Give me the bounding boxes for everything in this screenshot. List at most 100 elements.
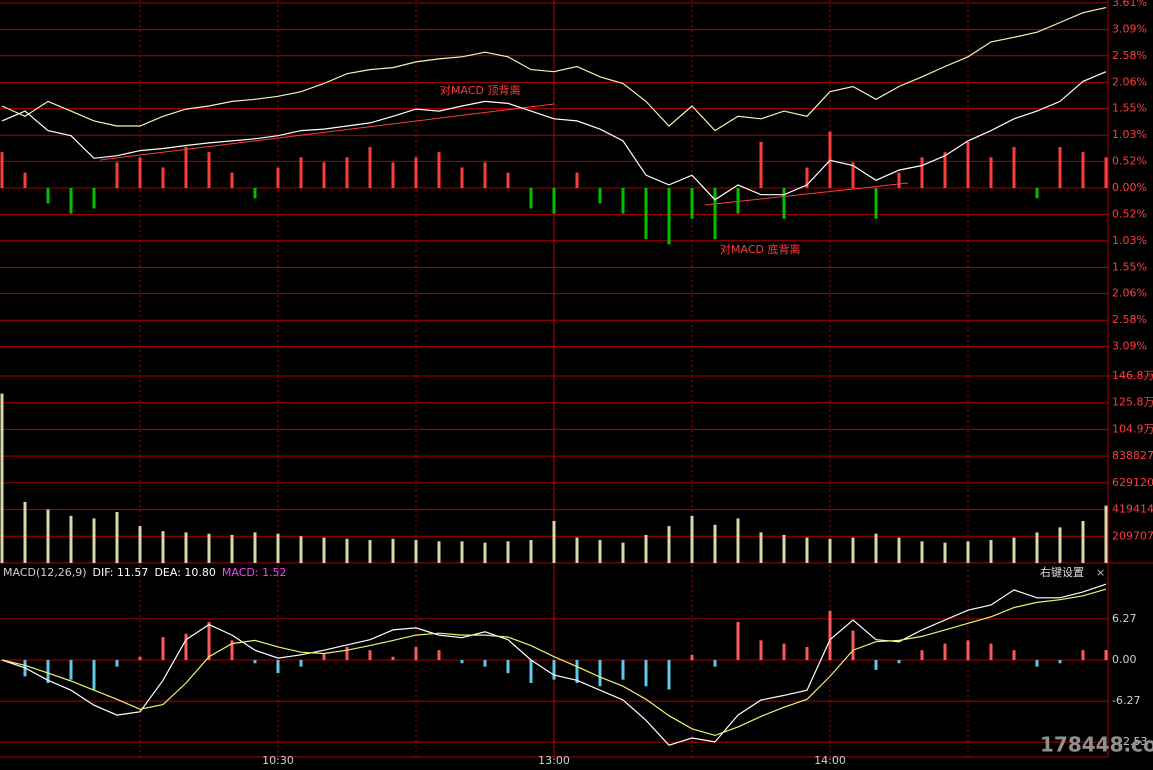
legend-entry: MACD: 1.52 [222, 566, 287, 579]
bar [414, 157, 418, 188]
line [1, 588, 1107, 737]
bar [414, 540, 418, 563]
bar [943, 542, 947, 563]
bar [345, 157, 349, 188]
legend-entry: DEA: 10.80 [154, 566, 215, 579]
bar [299, 536, 303, 563]
bar [483, 660, 487, 667]
legend-entry: MACD(12,26,9) [3, 566, 87, 579]
bar [92, 188, 96, 209]
bar [805, 167, 809, 188]
bar [897, 660, 901, 664]
bar [1012, 650, 1016, 661]
bar [667, 188, 671, 245]
bar [184, 633, 188, 661]
annotation: 对MACD 底背离 [720, 242, 800, 256]
y-tick-label: 125.8万 [1112, 396, 1153, 409]
bar [920, 541, 924, 563]
bar [207, 622, 211, 661]
bar [230, 640, 234, 661]
y-tick-label: 0.52% [1112, 154, 1147, 167]
bar [598, 188, 602, 204]
bar [621, 660, 625, 680]
bar [782, 188, 786, 219]
bar [1104, 157, 1108, 188]
bar [1035, 660, 1039, 667]
bar [529, 660, 533, 683]
bar [460, 660, 464, 664]
bar [322, 537, 326, 563]
bar [138, 526, 142, 563]
bar [966, 640, 970, 661]
divergence-arrow [99, 103, 555, 161]
bar [782, 534, 786, 563]
bar [1035, 532, 1039, 563]
bar [391, 162, 395, 188]
bar [437, 650, 441, 661]
bar [322, 653, 326, 661]
y-tick-label: -6.27 [1112, 694, 1140, 707]
y-tick-label: 838827 [1112, 449, 1153, 462]
bar [276, 660, 280, 674]
bar [552, 188, 556, 214]
x-tick-label: 10:30 [262, 754, 294, 767]
bar [805, 537, 809, 563]
bar [322, 162, 326, 188]
y-tick-label: 146.8万 [1112, 369, 1153, 382]
bar [989, 643, 993, 661]
bar [736, 622, 740, 661]
bar [920, 650, 924, 661]
bar [161, 637, 165, 661]
bar [713, 188, 717, 240]
bar [69, 515, 73, 563]
bar [1104, 650, 1108, 661]
bar [644, 660, 648, 687]
bar [69, 660, 73, 680]
bar [713, 524, 717, 563]
bar [1058, 147, 1062, 188]
y-tick-label: 3.61% [1112, 0, 1147, 9]
bar [138, 157, 142, 188]
bar [506, 541, 510, 563]
y-tick-label: 1.55% [1112, 102, 1147, 115]
y-tick-label: 104.9万 [1112, 422, 1153, 435]
bar [736, 518, 740, 563]
bar [874, 188, 878, 219]
y-tick-label: 419414 [1112, 503, 1153, 516]
bar [92, 518, 96, 563]
bar [506, 172, 510, 188]
bar [897, 537, 901, 563]
bar [483, 162, 487, 188]
bar [598, 660, 602, 687]
bar [575, 660, 579, 683]
bar [23, 501, 27, 563]
bar [207, 152, 211, 188]
y-tick-label: 0.00% [1112, 181, 1147, 194]
bar [851, 162, 855, 188]
y-tick-label: 2.58% [1112, 49, 1147, 62]
y-tick-label: 1.03% [1112, 234, 1147, 247]
bar [874, 660, 878, 670]
bar [345, 538, 349, 563]
bar [368, 650, 372, 661]
bar [989, 540, 993, 563]
settings-label[interactable]: 右键设置 [1040, 565, 1084, 579]
bar [1012, 537, 1016, 563]
bar [0, 152, 4, 188]
bar [46, 509, 50, 563]
watermark: 178448.com [1040, 733, 1153, 757]
bar [391, 656, 395, 661]
bar [184, 147, 188, 188]
bar [391, 538, 395, 563]
bar [759, 640, 763, 661]
bar [759, 141, 763, 188]
y-tick-label: 6.27 [1112, 612, 1137, 625]
line [1, 71, 1107, 201]
close-button[interactable]: × [1096, 566, 1105, 579]
bar [46, 188, 50, 204]
bar [667, 660, 671, 690]
bar [897, 172, 901, 188]
